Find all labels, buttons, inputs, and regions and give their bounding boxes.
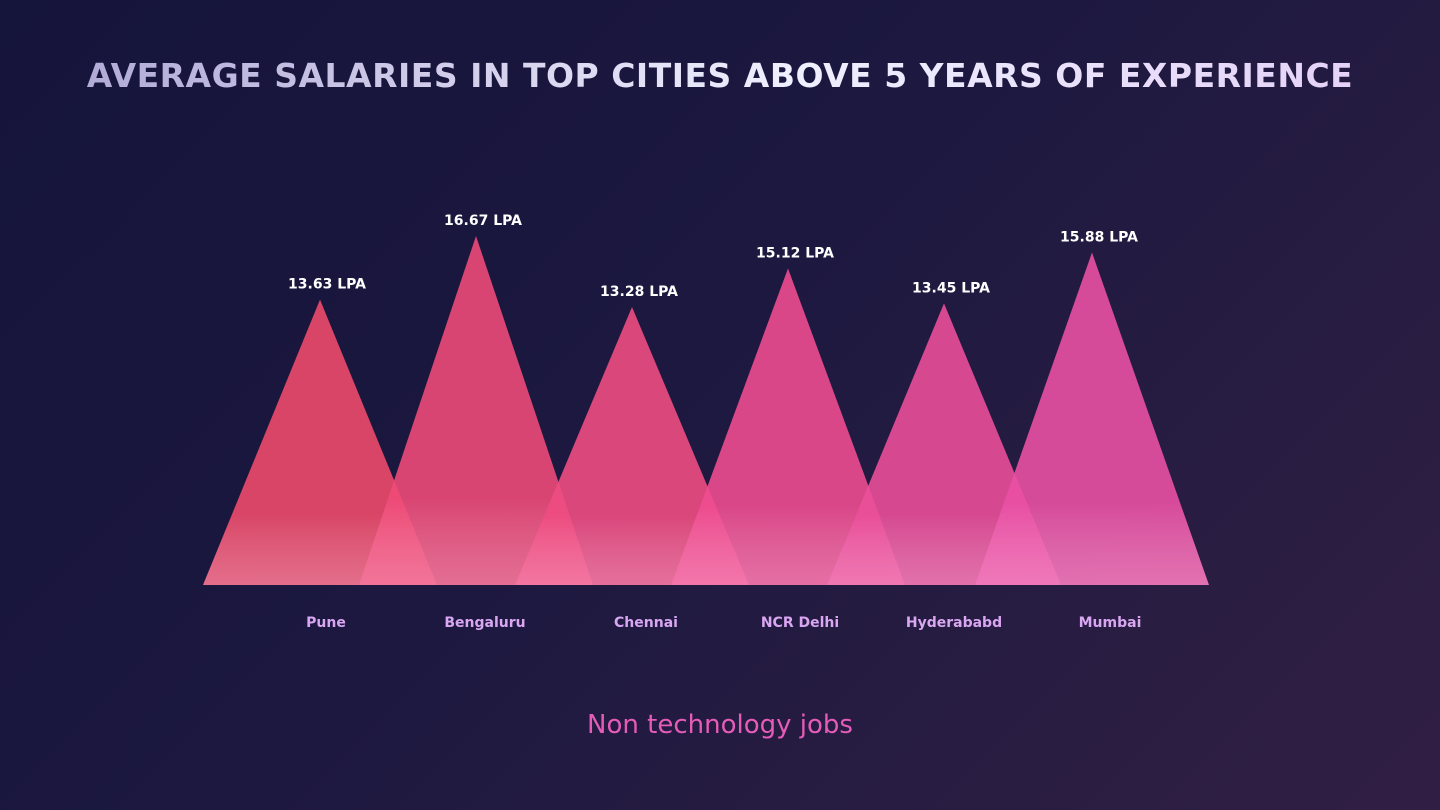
value-label: 15.12 LPA [756, 245, 834, 261]
peak-shine-pune [203, 299, 437, 585]
chart-subtitle: Non technology jobs [587, 710, 853, 740]
peaks-group [203, 236, 1209, 585]
salary-chart: 13.63 LPA 16.67 LPA 13.28 LPA 15.12 LPA 13.4… [203, 213, 1209, 631]
category-label: Pune [306, 615, 346, 631]
category-label: Chennai [614, 615, 678, 631]
value-label: 13.28 LPA [600, 284, 678, 300]
value-label: 16.67 LPA [444, 213, 522, 229]
category-label: Hyderababd [906, 615, 1002, 631]
peak-shine-bengaluru [359, 236, 593, 585]
value-label: 13.63 LPA [288, 277, 366, 293]
category-label: Mumbai [1079, 615, 1142, 631]
value-label: 13.45 LPA [912, 280, 990, 296]
category-labels-group: Pune Bengaluru Chennai NCR Delhi Hyderababd M… [306, 615, 1141, 631]
peak-shine-ncr-delhi [671, 268, 905, 585]
category-label: Bengaluru [444, 615, 525, 631]
category-label: NCR Delhi [761, 615, 839, 631]
value-label: 15.88 LPA [1060, 230, 1138, 246]
value-labels-group: 13.63 LPA 16.67 LPA 13.28 LPA 15.12 LPA 13.4… [288, 213, 1138, 300]
chart-title: AVERAGE SALARIES IN TOP CITIES ABOVE 5 Y… [0, 56, 1440, 95]
peak-shine-mumbai [975, 252, 1209, 585]
peak-shine-chennai [515, 306, 749, 585]
